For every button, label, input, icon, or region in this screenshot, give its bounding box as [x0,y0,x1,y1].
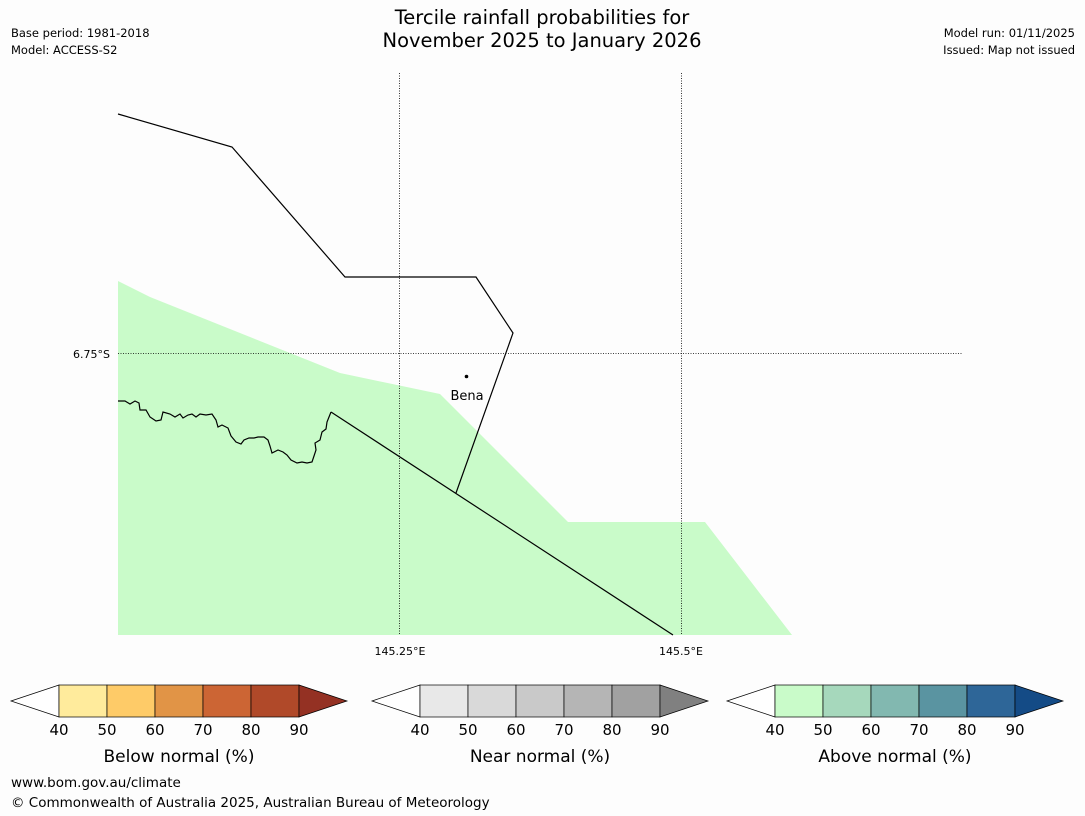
legend-near-normal-band-70-80 [563,684,613,718]
legend-near-normal: 40 50 60 70 80 90 Near normal (%) [370,684,710,767]
run-info: Model run: 01/11/2025 Issued: Map not is… [943,25,1075,59]
legend-near-normal-band-60-70 [515,684,565,718]
legend-near-normal-high-extension [659,684,710,718]
legend-above-normal-band-80-90 [966,684,1016,718]
legend-below-normal-band-40-50 [58,684,108,718]
model-text: Model: ACCESS-S2 [11,43,118,57]
legend-above-normal-high-extension [1014,684,1065,718]
province-boundary-upper [117,113,514,494]
legend-above-normal-tick-90: 90 [1005,721,1024,739]
title-line-1: Tercile rainfall probabilities for [394,6,690,29]
legend-below-normal-tick-60: 60 [145,721,164,739]
legend-near-normal-band-80-90 [611,684,661,718]
legend-below-normal-band-80-90 [250,684,300,718]
legend-above-normal-band-60-70 [870,684,920,718]
legend-below-normal-tick-70: 70 [193,721,212,739]
legend-above-normal: 40 50 60 70 80 90 Above normal (%) [725,684,1065,767]
issued-text: Issued: Map not issued [943,43,1075,57]
legend-below-normal-band-70-80 [202,684,252,718]
legend-below-normal-high-extension [298,684,349,718]
legend-above-normal-band-40-50 [774,684,824,718]
legend-above-normal-tick-80: 80 [957,721,976,739]
legend-near-normal-tick-90: 90 [650,721,669,739]
legend-near-normal-tick-80: 80 [602,721,621,739]
legend-above-normal-tick-40: 40 [765,721,784,739]
legend-near-normal-tick-60: 60 [506,721,525,739]
legend-near-normal-band-50-60 [467,684,517,718]
legend-below-normal-tick-40: 40 [49,721,68,739]
legend-above-normal-low-extension [725,684,776,718]
legend-above-normal-title: Above normal (%) [818,747,971,767]
model-run-text: Model run: 01/11/2025 [943,26,1075,40]
longitude-label-145-5: 145.5°E [659,645,703,658]
legend-above-normal-band-70-80 [918,684,968,718]
legend-near-normal-tick-50: 50 [458,721,477,739]
legend-above-normal-tick-60: 60 [861,721,880,739]
legend-below-normal-tick-90: 90 [289,721,308,739]
base-period-text: Base period: 1981-2018 [11,26,150,40]
legend-near-normal-low-extension [370,684,421,718]
legend-above-normal-tick-50: 50 [813,721,832,739]
latitude-label: 6.75°S [73,348,110,361]
town-label: Bena [450,389,483,404]
legend-below-normal-tick-50: 50 [97,721,116,739]
town-marker [464,374,469,379]
legend-below-normal-low-extension [9,684,60,718]
legend-above-normal-band-50-60 [822,684,872,718]
longitude-label-145-25: 145.25°E [375,645,426,658]
legend-near-normal-tick-40: 40 [410,721,429,739]
legend-below-normal-band-50-60 [106,684,156,718]
title-line-2: November 2025 to January 2026 [382,29,702,52]
page-title: Tercile rainfall probabilities for Novem… [242,6,842,52]
legend-near-normal-tick-70: 70 [554,721,573,739]
legend-below-normal-band-60-70 [154,684,204,718]
legend-below-normal: 40 50 60 70 80 90 Below normal (%) [9,684,349,767]
legend-below-normal-tick-80: 80 [241,721,260,739]
legend-below-normal-title: Below normal (%) [104,747,255,767]
legend-near-normal-title: Near normal (%) [470,747,610,767]
model-info: Base period: 1981-2018 Model: ACCESS-S2 [11,25,150,59]
footer-url[interactable]: www.bom.gov.au/climate [11,775,181,791]
above-normal-probability-area [118,281,792,635]
legend-above-normal-tick-70: 70 [909,721,928,739]
legend-near-normal-band-40-50 [419,684,469,718]
province-boundary-lower [330,411,674,636]
river-boundary [118,400,332,464]
footer-copyright: © Commonwealth of Australia 2025, Austra… [11,795,490,811]
